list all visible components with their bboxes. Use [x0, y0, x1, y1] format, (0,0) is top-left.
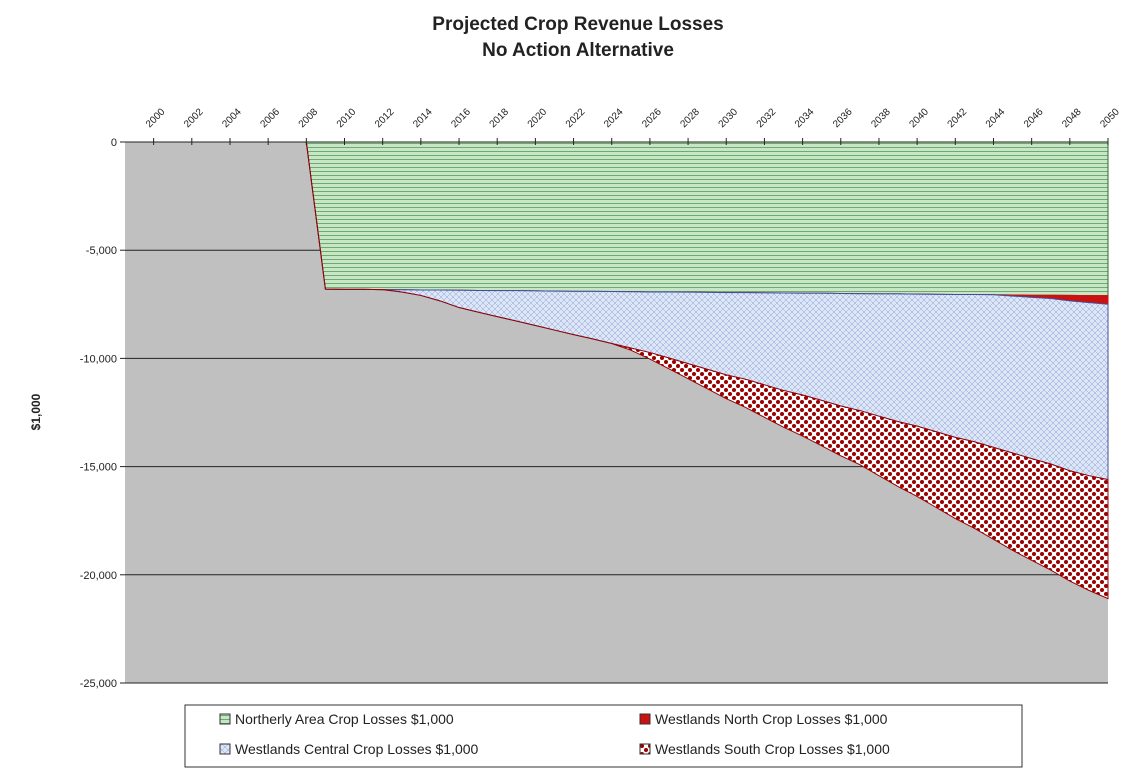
chart-title: Projected Crop Revenue Losses [432, 14, 723, 35]
x-tick-label: 2042 [946, 106, 970, 130]
x-tick-label: 2008 [297, 106, 321, 130]
x-tick-label: 2048 [1060, 106, 1084, 130]
legend-swatch [219, 713, 231, 725]
x-tick-label: 2004 [220, 106, 244, 130]
x-tick-label: 2032 [755, 106, 779, 130]
legend-label: Northerly Area Crop Losses $1,000 [235, 711, 454, 727]
x-tick-label: 2024 [602, 106, 626, 130]
x-tick-label: 2022 [564, 106, 588, 130]
x-tick-label: 2028 [678, 106, 702, 130]
x-tick-label: 2006 [258, 106, 282, 130]
legend-swatch [219, 743, 231, 755]
area [305, 141, 1109, 297]
x-tick-label: 2014 [411, 106, 435, 130]
legend-label: Westlands South Crop Losses $1,000 [655, 741, 890, 757]
x-tick-label: 2040 [907, 106, 931, 130]
x-tick-label: 2012 [373, 106, 397, 130]
y-tick-label: -5,000 [86, 245, 117, 257]
x-tick-label: 2030 [717, 106, 741, 130]
legend-label: Westlands North Crop Losses $1,000 [655, 711, 888, 727]
area [305, 141, 1109, 600]
x-tick-label: 2018 [488, 106, 512, 130]
y-tick-label: -15,000 [80, 462, 117, 474]
x-tick-label: 2000 [144, 106, 168, 130]
x-tick-label: 2044 [984, 106, 1008, 130]
y-tick-label: -25,000 [80, 678, 117, 690]
y-tick-label: 0 [111, 137, 117, 149]
chart-subtitle: No Action Alternative [482, 40, 674, 61]
x-tick-label: 2010 [335, 106, 359, 130]
x-tick-label: 2038 [869, 106, 893, 130]
x-tick-label: 2036 [831, 106, 855, 130]
y-tick-label: -10,000 [80, 353, 117, 365]
legend-swatch [639, 713, 651, 725]
x-tick-label: 2046 [1022, 106, 1046, 130]
x-tick-label: 2016 [449, 106, 473, 130]
x-tick-label: 2002 [182, 106, 206, 130]
x-tick-label: 2050 [1098, 106, 1122, 130]
x-tick-label: 2026 [640, 106, 664, 130]
x-tick-label: 2034 [793, 106, 817, 130]
y-axis-label: $1,000 [29, 393, 43, 430]
legend-swatch [639, 743, 651, 755]
y-tick-label: -20,000 [80, 570, 117, 582]
x-tick-label: 2020 [526, 106, 550, 130]
legend [184, 704, 1023, 768]
legend-label: Westlands Central Crop Losses $1,000 [235, 741, 479, 757]
